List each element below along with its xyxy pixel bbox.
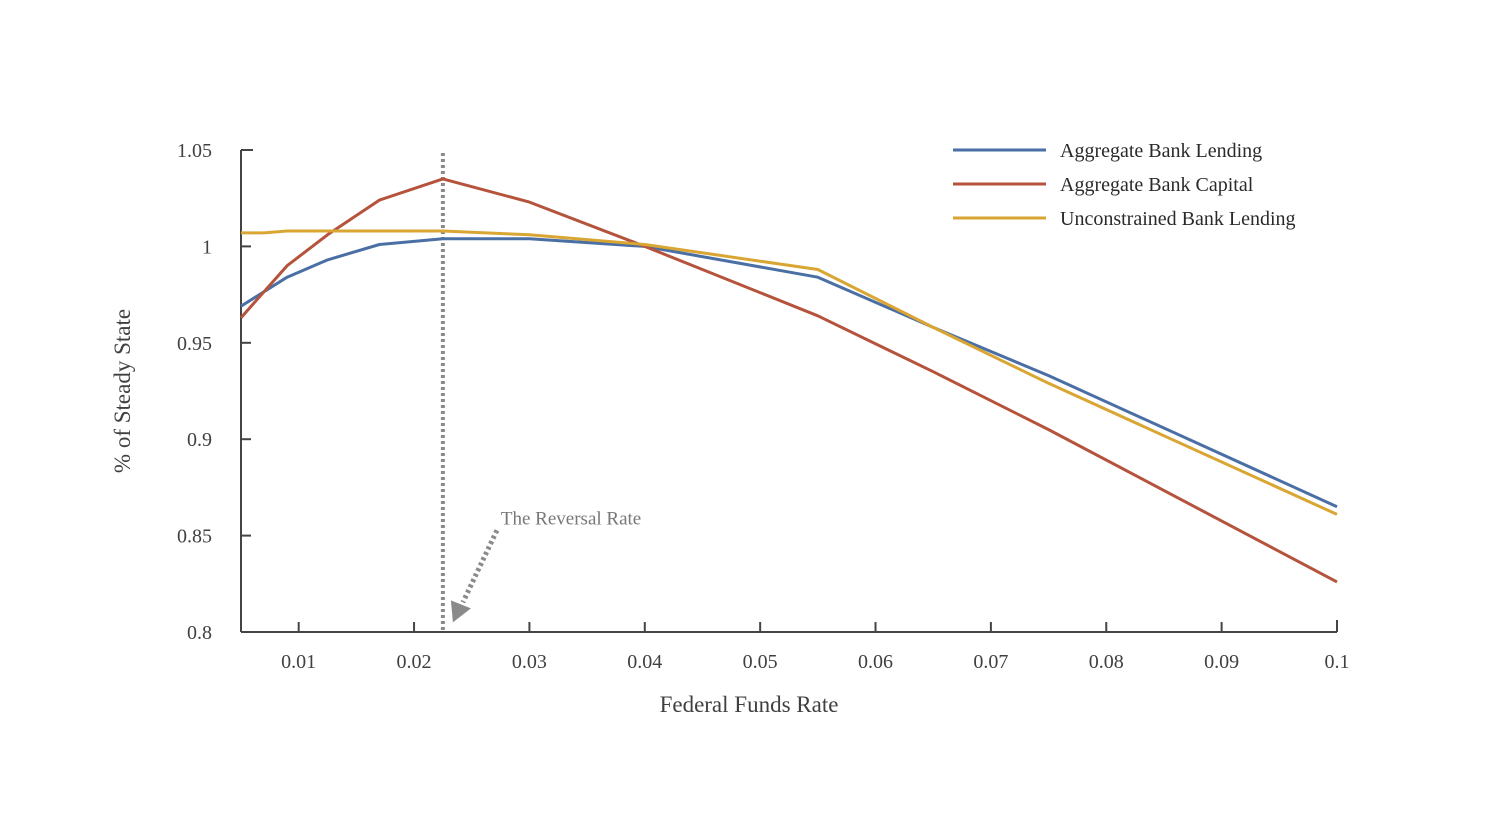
x-tick-label: 0.05 (743, 651, 778, 673)
reversal-rate-arrow-head (450, 600, 471, 623)
y-tick-label: 1.05 (177, 140, 212, 162)
x-tick-label: 0.02 (397, 651, 432, 673)
legend: Aggregate Bank Lending Aggregate Bank Cap… (953, 140, 1296, 230)
legend-label-aggregate-bank-capital: Aggregate Bank Capital (1060, 174, 1254, 196)
legend-label-unconstrained-bank-lending: Unconstrained Bank Lending (1060, 208, 1296, 230)
x-tick-label: 0.09 (1204, 651, 1239, 673)
y-tick-label: 0.95 (177, 333, 212, 355)
x-tick-label: 0.04 (627, 651, 662, 673)
y-tick-label: 1 (202, 236, 212, 258)
x-tick-label: 0.08 (1089, 651, 1124, 673)
series-line-aggregate-bank-lending (240, 237, 1338, 509)
x-axis-title: Federal Funds Rate (660, 692, 839, 717)
x-tick-label: 0.07 (973, 651, 1008, 673)
series-line-aggregate-bank-capital (239, 177, 1338, 584)
x-tick-label: 0.03 (512, 651, 547, 673)
x-tick-label: 0.01 (281, 651, 316, 673)
y-axis-title: % of Steady State (110, 309, 135, 473)
series-line-unconstrained-bank-lending (241, 229, 1338, 516)
legend-label-aggregate-bank-lending: Aggregate Bank Lending (1060, 140, 1262, 162)
reversal-rate-arrow-shaft (460, 529, 500, 604)
x-tick-label: 0.1 (1325, 651, 1350, 673)
series-lines (239, 177, 1338, 584)
annotations: The Reversal Rate (440, 152, 641, 630)
y-tick-label: 0.8 (187, 622, 212, 644)
ticks: 0.01 0.02 0.03 0.04 0.05 0.06 0.07 0.08 0.09 0.1 0… (177, 140, 1350, 673)
reversal-rate-label: The Reversal Rate (501, 508, 641, 529)
y-tick-label: 0.85 (177, 526, 212, 548)
x-tick-label: 0.06 (858, 651, 893, 673)
y-tick-label: 0.9 (187, 429, 212, 451)
